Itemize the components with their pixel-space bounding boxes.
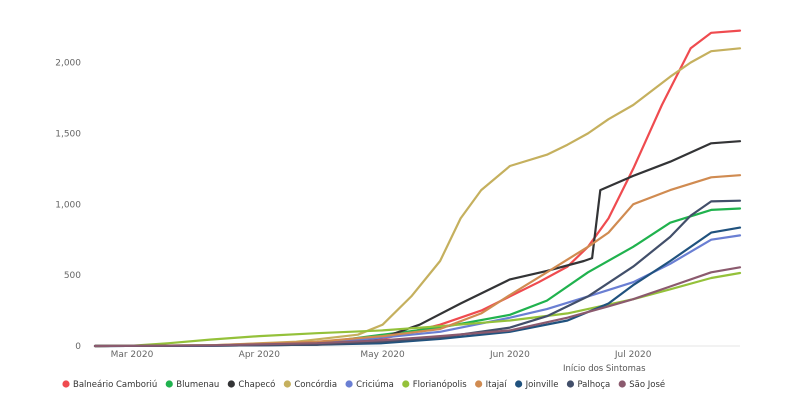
legend-label: Palhoça — [577, 380, 610, 390]
series-layer — [93, 29, 742, 348]
series-line[interactable] — [93, 174, 742, 348]
legend-marker — [283, 380, 291, 388]
legend-marker — [475, 380, 483, 388]
x-tick-label: Jul 2020 — [614, 350, 652, 360]
y-axis: 0 500 1,000 1,500 2,000 — [55, 59, 81, 352]
legend-marker — [402, 380, 410, 388]
legend-marker — [618, 380, 626, 388]
legend-label: Itajaí — [486, 380, 508, 390]
y-tick-label: 2,000 — [55, 59, 81, 69]
legend-marker — [515, 380, 523, 388]
y-tick-label: 1,000 — [55, 200, 81, 210]
legend-label: Criciúma — [356, 380, 394, 390]
legend-label: Blumenau — [176, 380, 219, 390]
legend-marker — [566, 380, 575, 388]
legend-label: Concórdia — [294, 379, 337, 390]
legend-label: Chapecó — [238, 379, 275, 390]
x-tick-label: May 2020 — [360, 350, 405, 360]
y-tick-label: 1,500 — [55, 129, 81, 139]
legend-marker — [62, 380, 70, 388]
legend-label: São José — [629, 379, 665, 390]
legend-label: Joinville — [525, 380, 559, 390]
series-line[interactable] — [93, 29, 742, 348]
legend-marker — [345, 380, 353, 388]
x-tick-label: Jun 2020 — [489, 350, 530, 360]
x-tick-label: Mar 2020 — [111, 350, 154, 360]
legend-label: Balneário Camboriú — [73, 380, 157, 390]
x-tick-label: Apr 2020 — [239, 350, 281, 360]
series-line[interactable] — [93, 271, 742, 348]
y-tick-label: 0 — [75, 342, 81, 352]
series-line[interactable] — [93, 47, 742, 348]
legend-label: Florianópolis — [413, 379, 467, 390]
series-line[interactable] — [93, 140, 742, 348]
series-line[interactable] — [93, 199, 742, 348]
y-tick-label: 500 — [64, 271, 81, 281]
legend-marker — [227, 380, 235, 388]
series-line[interactable] — [93, 266, 742, 348]
x-axis-title: Início dos Sintomas — [563, 364, 646, 374]
legend-marker — [165, 380, 173, 388]
legend: Balneário Camboriú Blumenau Chapecó Concórd… — [62, 379, 665, 390]
x-axis: Mar 2020 Apr 2020 May 2020 Jun 2020 Jul 2020 — [95, 345, 740, 360]
